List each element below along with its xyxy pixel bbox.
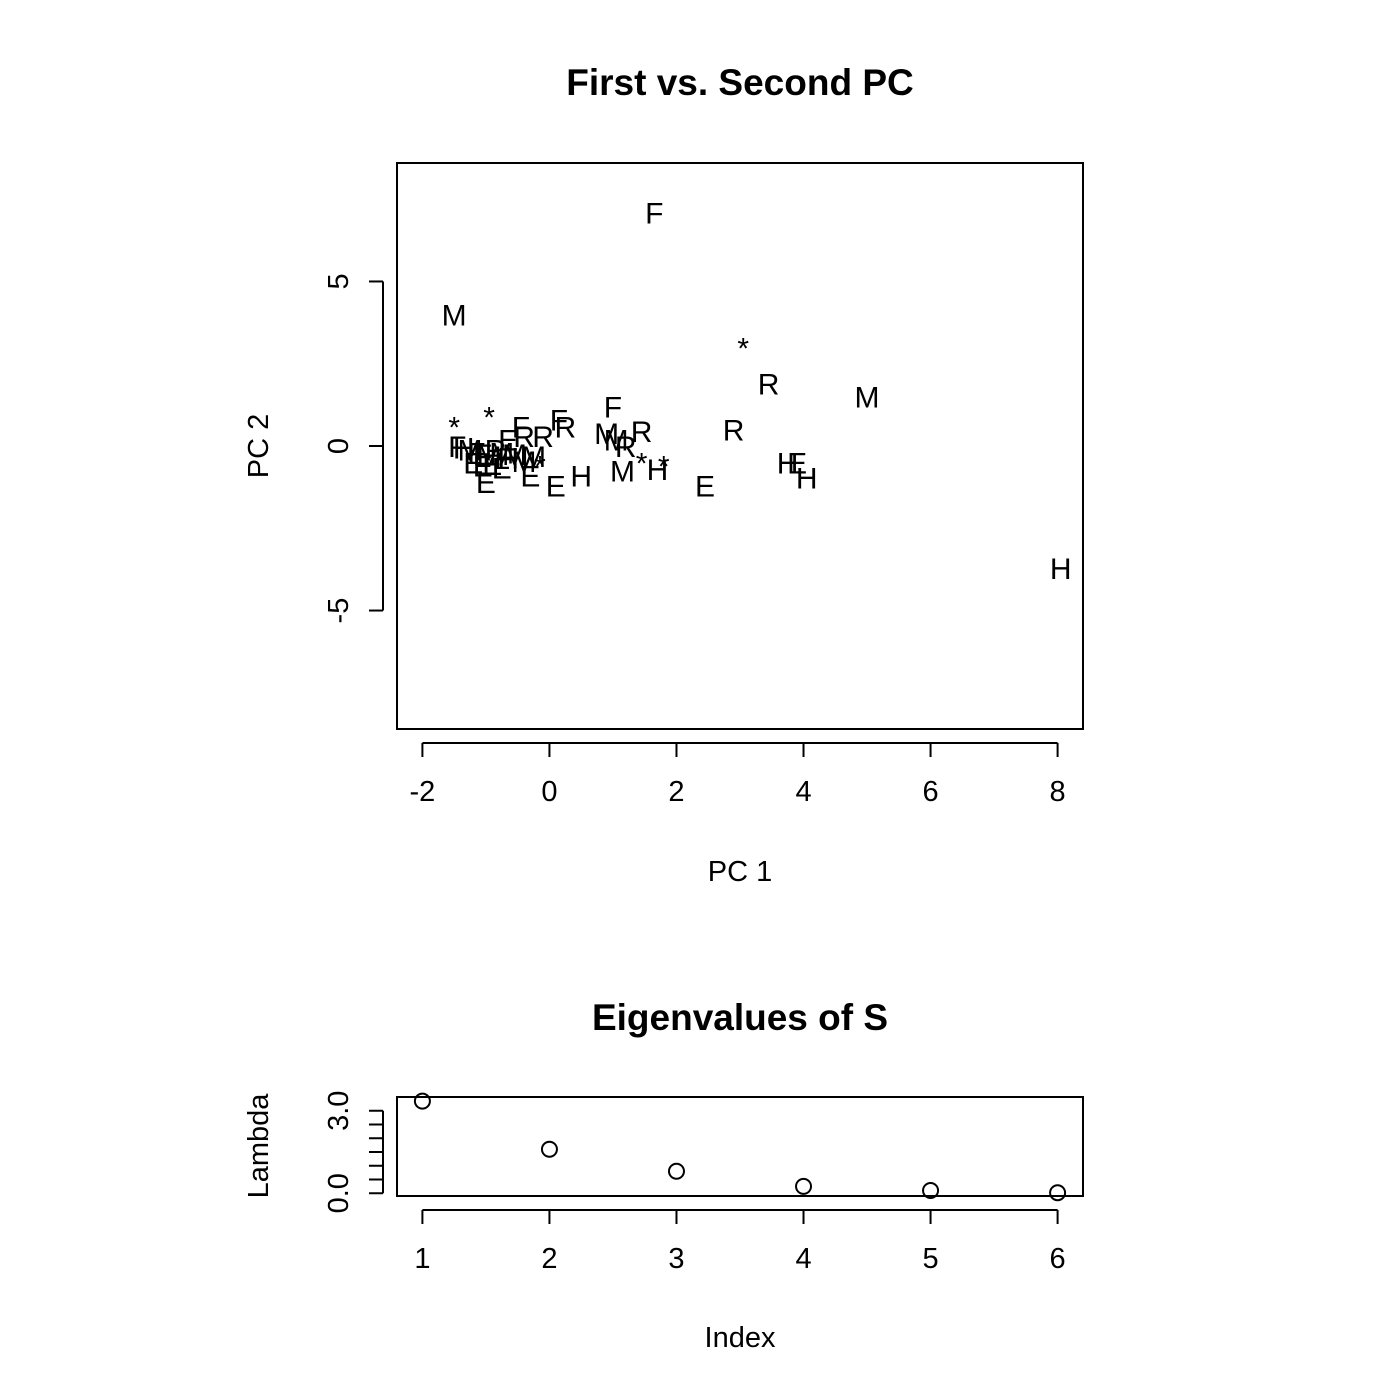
eigen-x-axis: 1 2 3 4 5 6 — [414, 1209, 1066, 1275]
pc-point-label: R — [723, 415, 745, 448]
pc-point-label: H — [647, 454, 669, 487]
pc-point-label: F — [550, 405, 568, 438]
pc-y-tick-label: 5 — [323, 273, 355, 289]
pc-point-label: * — [658, 451, 670, 484]
eigenvalue-point — [922, 1182, 940, 1199]
pc-point-label: R — [758, 368, 780, 401]
pc-point-label: * — [534, 451, 546, 484]
pc-point-label: R — [615, 431, 637, 464]
pc-point-label: * — [636, 447, 648, 480]
pc-point-label: E — [520, 461, 540, 494]
pc-point-label: E — [476, 467, 496, 500]
pc-y-tick-label: 0 — [323, 438, 355, 454]
pc-point-label: M — [594, 418, 619, 451]
eigen-y-axis: 0.0 3.0 — [323, 1091, 384, 1213]
pc-point-label: R — [631, 416, 653, 449]
pc-y-axis: -5 0 5 — [323, 273, 384, 624]
eigen-chart-title: Eigenvalues of S — [592, 997, 888, 1038]
pc-point-label: E — [463, 447, 483, 480]
pc-scatter-chart: First vs. Second PC -2 0 2 4 6 8 -505 FM*R MFF… — [243, 62, 1084, 888]
pc-point-label: R — [485, 434, 507, 467]
eigen-plot-frame — [396, 1096, 1084, 1197]
pc-point-label: F — [604, 392, 622, 425]
pc-point-label: F — [645, 197, 663, 230]
pc-point-label: H — [796, 462, 818, 495]
pc-x-tick-label: 0 — [541, 776, 557, 808]
eigenvalue-point — [667, 1162, 685, 1180]
pc-point-label: M — [610, 456, 635, 489]
pc-y-tick-label: -5 — [323, 598, 355, 624]
eigen-x-tick-label: 6 — [1050, 1243, 1066, 1275]
pc-point-label: E — [498, 424, 518, 457]
eigen-points — [413, 1092, 1067, 1202]
eigenvalue-chart: Eigenvalues of S 1 2 3 4 5 6 0.0 3.0 Index Lam… — [243, 997, 1084, 1354]
pc-point-label: M — [489, 438, 514, 471]
eigen-y-axis-label: Lambda — [243, 1093, 275, 1199]
pc-point-label: * — [483, 401, 495, 434]
eigen-y-tick-label: 3.0 — [323, 1091, 355, 1131]
pc-point-label: R — [532, 421, 554, 454]
pc-point-label: * — [448, 411, 460, 444]
pc-point-label: * — [737, 332, 749, 365]
pc-point-label: R — [554, 411, 576, 444]
pc-point-label: E — [695, 470, 715, 503]
pc-point-label: E — [546, 470, 566, 503]
pc-point-label: M — [477, 441, 502, 474]
pc-point-label: H — [497, 443, 519, 476]
eigen-x-tick-label: 4 — [795, 1243, 811, 1275]
pc-x-tick-label: 6 — [922, 776, 938, 808]
pc-point-label: M — [521, 441, 546, 474]
eigen-x-tick-label: 3 — [668, 1243, 684, 1275]
eigen-x-tick-label: 2 — [541, 1243, 557, 1275]
pc-x-axis: -2 0 2 4 6 8 — [410, 742, 1066, 808]
pc-point-label: M — [442, 299, 467, 332]
eigenvalue-point — [795, 1177, 813, 1195]
eigenvalue-point — [540, 1140, 558, 1158]
pc-point-label: E — [473, 451, 493, 484]
eigen-x-axis-label: Index — [705, 1322, 776, 1354]
pc-point-label: H — [453, 433, 475, 466]
pc-point-label: F — [512, 411, 530, 444]
pc-point-label: R — [513, 421, 535, 454]
pc-point-label: H — [777, 447, 799, 480]
pc-x-axis-label: PC 1 — [708, 856, 772, 888]
pc-point-label: H — [1050, 553, 1072, 586]
pc-x-tick-label: -2 — [410, 776, 436, 808]
pc-x-tick-label: 8 — [1050, 776, 1066, 808]
pc-x-tick-label: 4 — [795, 776, 811, 808]
pc-y-axis-label: PC 2 — [243, 414, 275, 478]
pc-point-label: M — [855, 382, 880, 415]
pc-point-label: E — [492, 452, 512, 485]
pc-point-label: M — [512, 446, 537, 479]
pc-point-label: F — [467, 438, 485, 471]
pc-point-label: E — [473, 439, 493, 472]
eigen-y-tick-label: 0.0 — [323, 1173, 355, 1213]
pc-point-label: H — [570, 461, 592, 494]
pc-chart-title: First vs. Second PC — [566, 62, 914, 103]
pc-plot-frame — [396, 162, 1084, 730]
eigen-x-tick-label: 5 — [922, 1243, 938, 1275]
pc-point-label: M — [604, 424, 629, 457]
eigen-x-tick-label: 1 — [414, 1243, 430, 1275]
pc-x-tick-label: 2 — [668, 776, 684, 808]
pc-point-label: F — [448, 431, 466, 464]
eigenvalue-point — [413, 1092, 431, 1110]
eigenvalue-point — [1049, 1184, 1067, 1202]
pc-point-label: E — [787, 447, 807, 480]
pc-point-label: M — [458, 434, 483, 467]
pc-point-label: E — [482, 449, 502, 482]
pc-point-label: M — [502, 439, 527, 472]
